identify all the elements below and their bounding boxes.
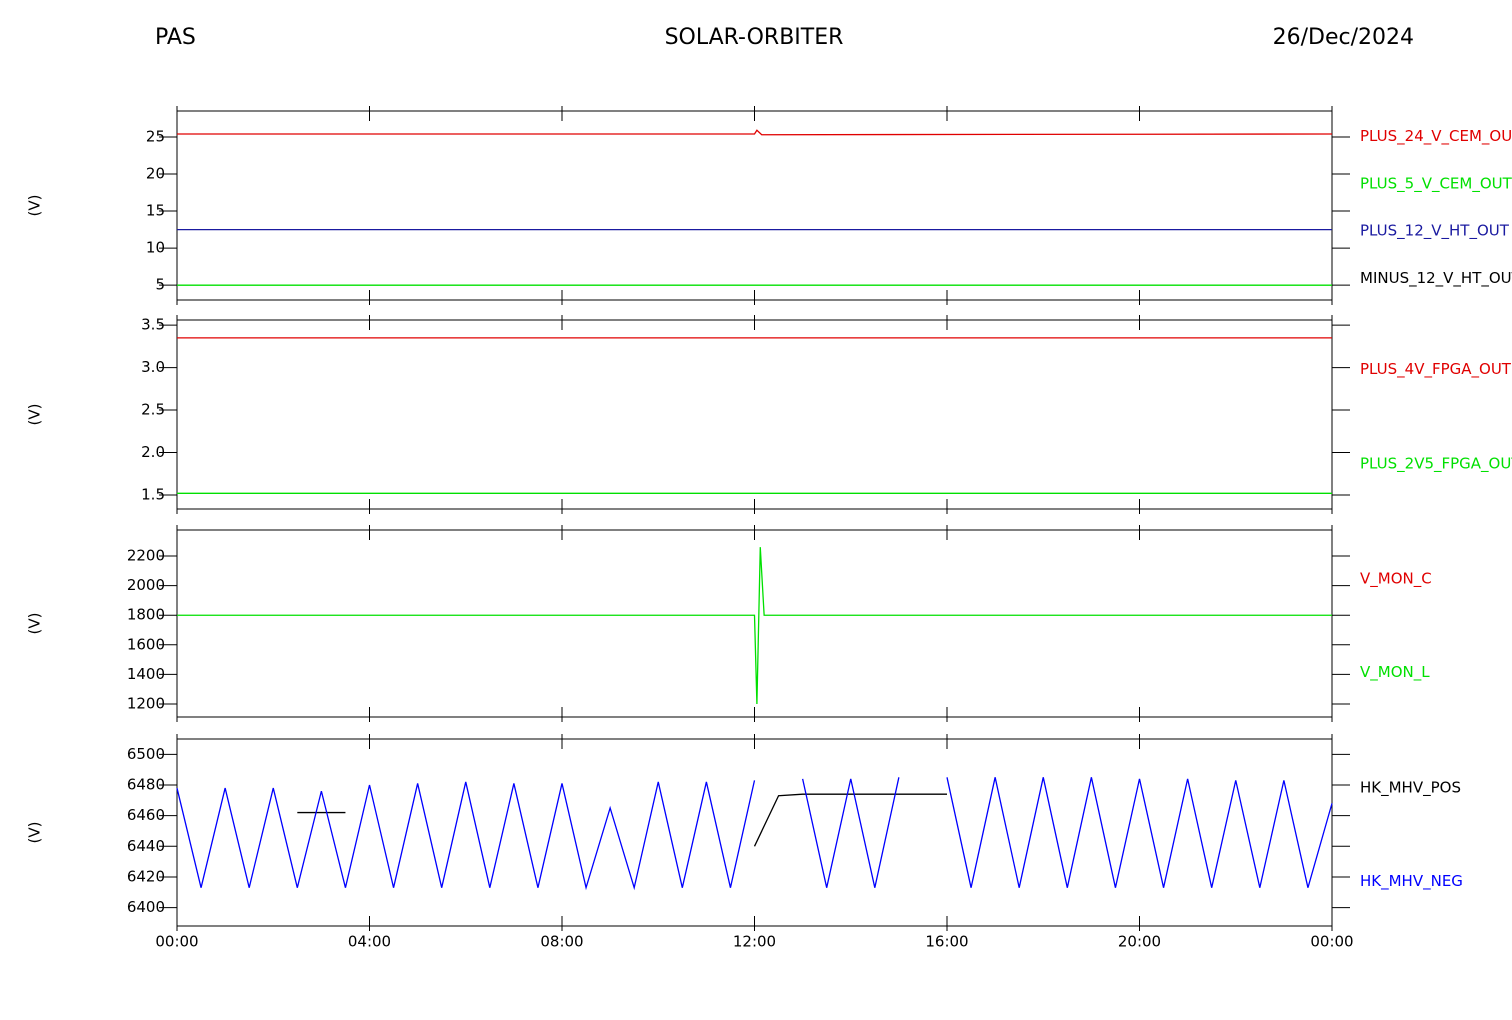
y-tick-label: 5 bbox=[155, 276, 165, 294]
y-axis-label: (V) bbox=[26, 613, 44, 635]
legend-label: V_MON_L bbox=[1360, 663, 1430, 682]
x-tick-label: 20:00 bbox=[1118, 933, 1161, 951]
instrument: PAS bbox=[155, 25, 196, 50]
y-tick-label: 6420 bbox=[127, 867, 165, 885]
y-tick-label: 2200 bbox=[127, 547, 165, 565]
y-tick-label: 6400 bbox=[127, 898, 165, 916]
x-tick-label: 04:00 bbox=[348, 933, 391, 951]
x-tick-label: 00:00 bbox=[155, 933, 198, 951]
y-axis-label: (V) bbox=[26, 822, 44, 844]
y-tick-label: 25 bbox=[146, 127, 165, 145]
series-line bbox=[177, 547, 1332, 704]
series-line bbox=[176, 777, 1333, 891]
y-tick-label: 3.5 bbox=[141, 316, 165, 334]
y-tick-label: 10 bbox=[146, 239, 165, 257]
x-tick-label: 16:00 bbox=[925, 933, 968, 951]
y-tick-label: 2000 bbox=[127, 576, 165, 594]
legend-label: MINUS_12_V_HT_OUT bbox=[1360, 269, 1512, 288]
legend-label: PLUS_12_V_HT_OUT bbox=[1360, 222, 1510, 241]
y-tick-label: 1200 bbox=[127, 694, 165, 712]
y-tick-label: 3.0 bbox=[141, 358, 165, 376]
y-tick-label: 6480 bbox=[127, 775, 165, 793]
y-tick-label: 15 bbox=[146, 202, 165, 220]
y-axis-label: (V) bbox=[26, 404, 44, 426]
legend-label: V_MON_C bbox=[1360, 569, 1432, 588]
y-axis-label: (V) bbox=[26, 195, 44, 217]
x-tick-label: 12:00 bbox=[733, 933, 776, 951]
y-tick-label: 1800 bbox=[127, 606, 165, 624]
legend-label: PLUS_24_V_CEM_OUT bbox=[1360, 127, 1512, 146]
chart-title: SOLAR-ORBITER bbox=[665, 25, 844, 50]
series-line bbox=[297, 793, 947, 847]
x-tick-label: 00:00 bbox=[1310, 933, 1353, 951]
y-tick-label: 6440 bbox=[127, 837, 165, 855]
legend-label: PLUS_5_V_CEM_OUT bbox=[1360, 174, 1512, 193]
legend-label: PLUS_2V5_FPGA_OUT bbox=[1360, 454, 1512, 473]
plot-frame bbox=[176, 319, 1333, 510]
y-tick-label: 1.5 bbox=[141, 485, 165, 503]
legend-label: HK_MHV_NEG bbox=[1360, 872, 1463, 891]
y-tick-label: 1600 bbox=[127, 635, 165, 653]
plot-frame bbox=[176, 110, 1333, 301]
y-tick-label: 2.0 bbox=[141, 443, 165, 461]
date: 26/Dec/2024 bbox=[1273, 25, 1414, 50]
y-tick-label: 1400 bbox=[127, 665, 165, 683]
y-tick-label: 2.5 bbox=[141, 401, 165, 419]
plot-frame bbox=[176, 738, 1333, 927]
y-tick-label: 6500 bbox=[127, 745, 165, 763]
legend-label: PLUS_4V_FPGA_OUT bbox=[1360, 360, 1512, 379]
y-tick-label: 20 bbox=[146, 165, 165, 183]
series-line bbox=[177, 129, 1333, 136]
y-tick-label: 6460 bbox=[127, 806, 165, 824]
x-tick-label: 08:00 bbox=[540, 933, 583, 951]
legend-label: HK_MHV_POS bbox=[1360, 778, 1461, 797]
